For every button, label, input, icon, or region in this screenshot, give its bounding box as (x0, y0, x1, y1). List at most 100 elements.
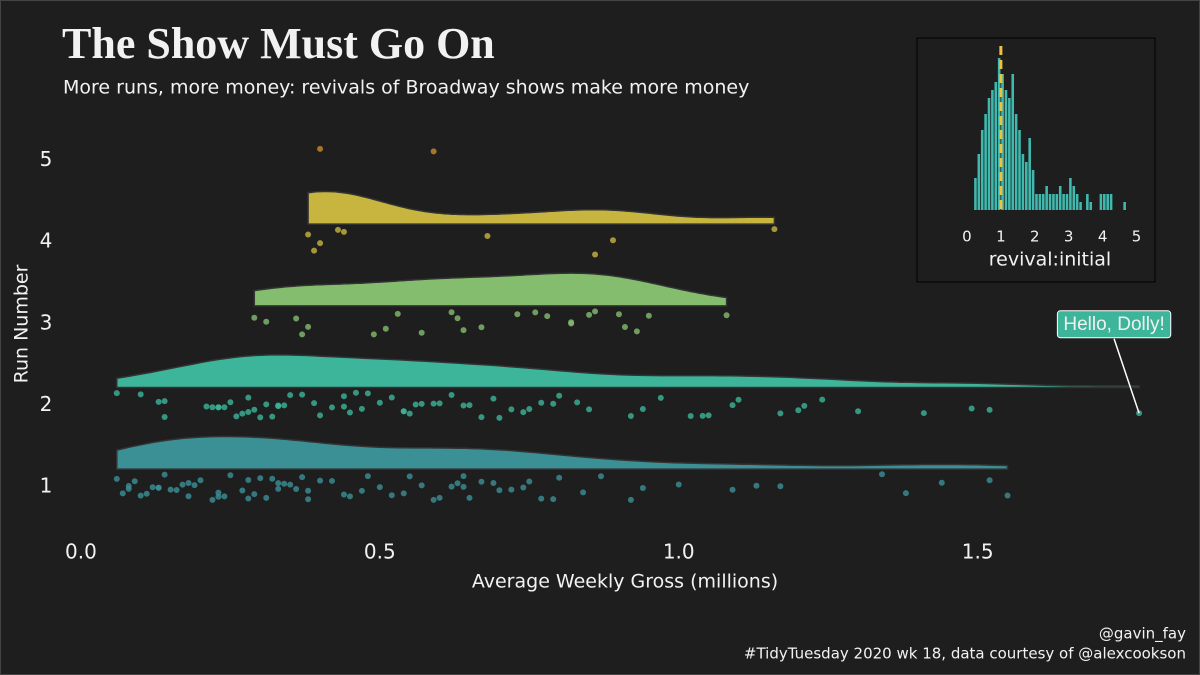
point (346, 409, 353, 416)
point (1004, 492, 1011, 499)
point (281, 480, 288, 487)
bar (1038, 194, 1042, 210)
density (253, 272, 728, 307)
point (119, 490, 126, 497)
point (299, 391, 306, 398)
bar (1014, 114, 1018, 210)
point (388, 492, 395, 499)
point (263, 494, 270, 501)
bar (1008, 98, 1011, 210)
bar (1089, 202, 1093, 210)
x-tick-label: 1.5 (962, 540, 994, 564)
point (143, 490, 150, 497)
point (305, 487, 312, 494)
bar (1052, 194, 1055, 210)
point (125, 482, 132, 489)
point (299, 331, 306, 338)
point (364, 390, 371, 397)
point (275, 480, 282, 487)
point (592, 308, 599, 315)
point (574, 399, 581, 406)
point (418, 400, 425, 407)
point (263, 318, 270, 325)
bar (974, 178, 977, 210)
bar (977, 154, 981, 210)
point (179, 481, 186, 488)
point (490, 480, 497, 487)
point (251, 314, 258, 321)
bar (1103, 194, 1106, 210)
point (729, 486, 736, 493)
x-tick-label: 0 (962, 228, 972, 246)
point (514, 311, 521, 318)
point (598, 473, 605, 480)
point (556, 474, 563, 481)
bar (1025, 162, 1028, 210)
point (394, 310, 401, 317)
point (340, 491, 347, 498)
y-tick-label: 1 (40, 474, 53, 498)
point (215, 493, 222, 500)
point (215, 404, 222, 411)
point (454, 315, 461, 322)
point (986, 406, 993, 413)
point (155, 484, 162, 491)
point (771, 226, 778, 233)
x-tick-label: 0.0 (65, 540, 97, 564)
inset-frame (916, 37, 1156, 283)
x-axis-label: Average Weekly Gross (millions) (472, 571, 778, 593)
point (245, 394, 252, 401)
point (938, 479, 945, 486)
point (801, 402, 808, 409)
point (478, 414, 485, 421)
point (167, 486, 174, 493)
x-tick-label: 1 (996, 228, 1006, 246)
point (149, 484, 156, 491)
bar (1079, 202, 1082, 210)
point (478, 478, 485, 485)
point (113, 390, 120, 397)
point (251, 406, 258, 413)
point (340, 393, 347, 400)
bar (1011, 74, 1015, 210)
point (460, 473, 467, 480)
x-tick-label: 5 (1132, 228, 1142, 246)
point (436, 494, 443, 501)
bar (1041, 194, 1045, 210)
annotation: Hello, Dolly! (1063, 314, 1164, 335)
point (161, 471, 168, 478)
point (317, 240, 324, 247)
point (281, 402, 288, 409)
bar (997, 58, 1001, 210)
point (550, 400, 557, 407)
point (382, 325, 389, 332)
point (544, 313, 551, 320)
point (657, 394, 664, 401)
point (879, 471, 886, 478)
point (777, 483, 784, 490)
point (233, 413, 240, 420)
point (257, 414, 264, 421)
bar (1018, 130, 1021, 210)
point (466, 402, 473, 409)
bar (1086, 194, 1089, 210)
bar (1035, 194, 1038, 210)
bar (1021, 154, 1025, 210)
point (299, 474, 306, 481)
point (920, 410, 927, 417)
point (400, 408, 407, 415)
point (245, 495, 252, 502)
point (735, 396, 742, 403)
point (317, 145, 324, 152)
point (448, 483, 455, 490)
point (412, 401, 419, 408)
bar (1065, 194, 1069, 210)
point (305, 231, 312, 238)
point (305, 323, 312, 330)
point (556, 392, 563, 399)
point (305, 496, 312, 503)
point (430, 400, 437, 407)
point (340, 403, 347, 410)
point (496, 487, 503, 494)
point (819, 396, 826, 403)
